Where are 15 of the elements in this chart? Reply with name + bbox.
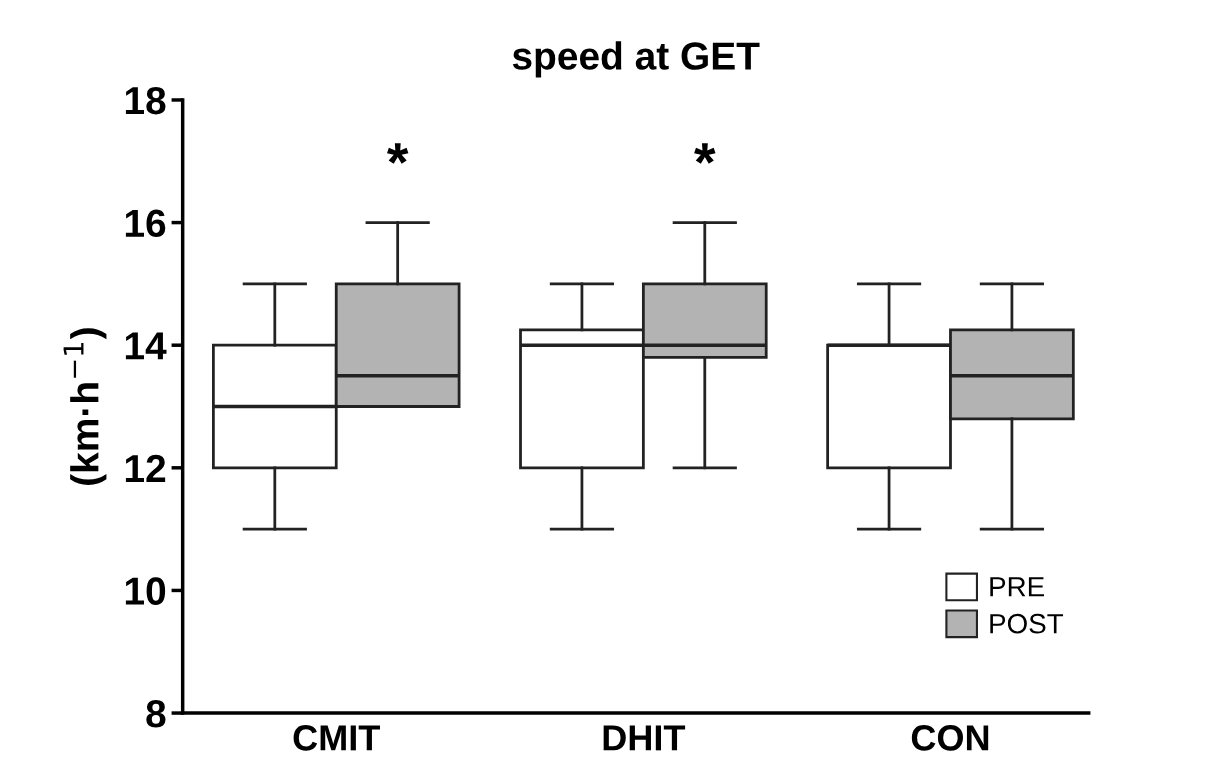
y-tick-label: 8 <box>146 699 166 728</box>
y-tick-label: 16 <box>125 209 166 238</box>
annotation: * <box>694 143 716 164</box>
chart-title: speed at GET <box>512 41 760 78</box>
y-tick-label: 14 <box>125 332 167 360</box>
y-tick-label: 10 <box>125 577 166 605</box>
x-tick-label: CMIT <box>293 725 380 751</box>
x-tick-label: CON <box>911 725 989 751</box>
legend-label: POST <box>990 613 1064 634</box>
legend-label: PRE <box>990 577 1044 597</box>
y-axis-title: (km·h$^{−1}$) <box>63 328 107 485</box>
y-tick-label: 12 <box>125 454 166 482</box>
y-tick-label: 18 <box>125 86 166 115</box>
x-tick-label: DHIT <box>603 725 686 751</box>
annotation: * <box>387 143 409 164</box>
